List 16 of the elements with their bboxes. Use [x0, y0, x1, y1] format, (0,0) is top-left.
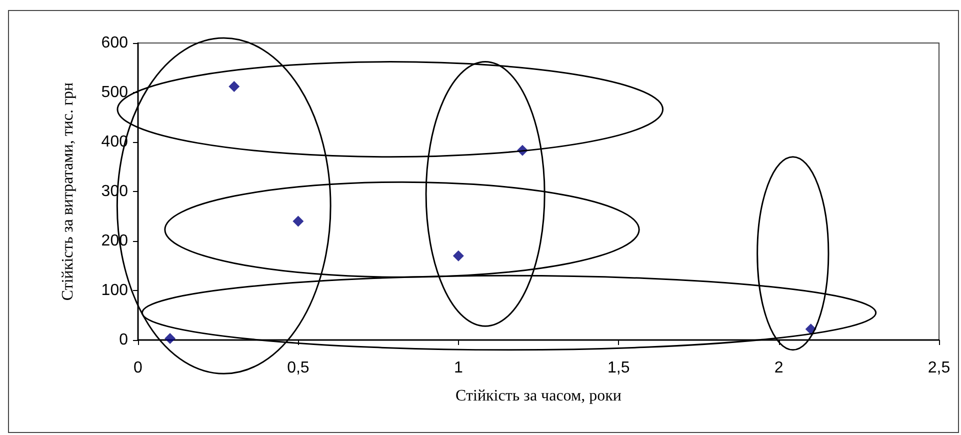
x-tick-label: 0: [134, 360, 143, 376]
point: [164, 333, 176, 344]
point: [292, 216, 304, 227]
y-tick-label: 0: [119, 332, 128, 348]
point: [452, 250, 464, 262]
x-axis-title: Стійкість за часом, роки: [456, 388, 622, 404]
x-tick-label: 0,5: [287, 360, 310, 376]
y-tick-label: 100: [101, 282, 128, 299]
y-tick-label: 600: [101, 34, 128, 52]
x-tick-label: 2,5: [928, 360, 950, 376]
x-tick-label: 1,5: [607, 360, 630, 376]
y-tick-label: 500: [101, 84, 128, 101]
x-tick-label: 1: [454, 360, 463, 376]
point: [228, 81, 240, 92]
y-axis-title: Стійкість за витратами, тис. грн: [60, 82, 76, 301]
x-tick-label: 2: [774, 360, 784, 376]
